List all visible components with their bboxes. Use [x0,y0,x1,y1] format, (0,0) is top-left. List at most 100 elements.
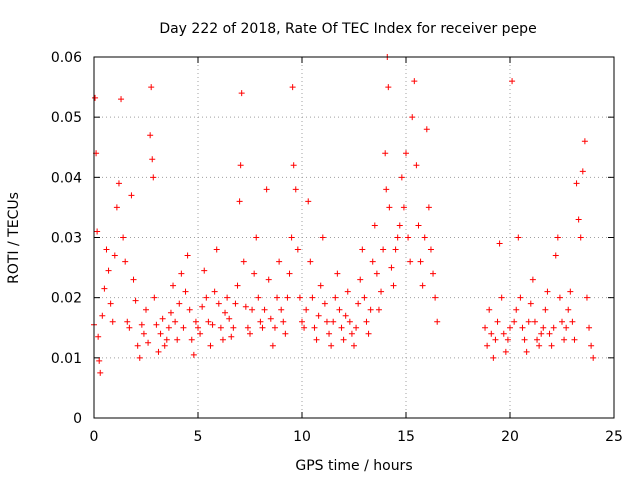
data-point [588,342,595,349]
data-point [380,246,387,253]
data-point [236,198,243,205]
data-point [244,324,251,331]
data-point [267,315,274,322]
data-point [211,288,218,295]
data-point [111,252,118,259]
data-point [421,234,428,241]
data-point [554,234,561,241]
data-point [130,276,137,283]
data-point [292,186,299,193]
data-point [197,330,204,337]
data-point [586,324,593,331]
data-point [355,300,362,307]
data-point [336,306,343,313]
data-point [546,330,553,337]
y-tick-label: 0.05 [51,110,82,126]
data-point [567,288,574,295]
data-point [330,318,337,325]
data-point [271,324,278,331]
data-point [378,288,385,295]
data-point [390,282,397,289]
data-point [385,84,392,91]
data-point [97,369,104,376]
data-point [118,96,125,103]
data-point [548,342,555,349]
data-point [274,294,281,301]
data-point [151,294,158,301]
x-tick-label: 20 [501,429,519,445]
data-point [148,84,155,91]
y-axis-label: ROTI / TECUs [6,192,22,284]
data-point [386,204,393,211]
data-point [559,318,565,325]
data-point [581,138,588,145]
data-point [228,333,235,340]
data-point [217,324,224,331]
data-point [375,306,382,313]
data-point [309,294,316,301]
data-point [544,288,551,295]
data-point [334,270,341,277]
data-point [234,282,241,289]
data-point [357,276,364,283]
data-point [134,342,141,349]
data-point [346,318,353,325]
data-point [342,312,349,319]
data-point [417,258,424,265]
data-point [172,318,179,325]
data-point [496,240,503,247]
data-point [415,222,422,229]
data-point [348,330,355,337]
data-point [519,324,526,331]
data-point [165,324,172,331]
data-point [253,234,260,241]
data-point [188,336,195,343]
data-point [136,354,143,361]
data-point [577,234,584,241]
data-point [180,324,187,331]
data-point [590,354,597,361]
data-point [571,336,578,343]
data-point [394,234,401,241]
data-point [513,306,520,313]
data-point [411,78,418,85]
data-point [583,294,590,301]
data-point [365,330,372,337]
x-tick-labels: 0 5 10 15 20 25 [90,429,623,445]
data-point [99,312,106,319]
data-point [147,132,154,139]
data-point [126,324,133,331]
data-point [107,300,114,307]
data-point [353,324,360,331]
data-point [427,246,434,253]
data-point [145,339,152,346]
y-tick-label: 0.04 [51,170,82,186]
data-point [504,336,511,343]
data-point [232,300,239,307]
data-point [534,336,541,343]
data-point [400,204,407,211]
data-point [255,294,262,301]
data-point [205,318,212,325]
data-point [128,192,135,199]
data-point [307,258,314,265]
y-tick-label: 0.06 [51,50,82,66]
data-point [138,321,145,328]
data-point [170,282,177,289]
data-point [509,78,516,85]
data-point [257,318,264,325]
data-point [207,342,214,349]
data-point [109,318,116,325]
data-point [105,267,112,274]
data-point [96,357,103,364]
data-point [396,222,403,229]
data-point [176,300,183,307]
data-point [392,246,399,253]
data-point [556,294,563,301]
data-point [288,234,295,241]
data-points [91,54,597,376]
data-point [521,336,528,343]
data-point [92,94,99,101]
data-point [525,318,532,325]
